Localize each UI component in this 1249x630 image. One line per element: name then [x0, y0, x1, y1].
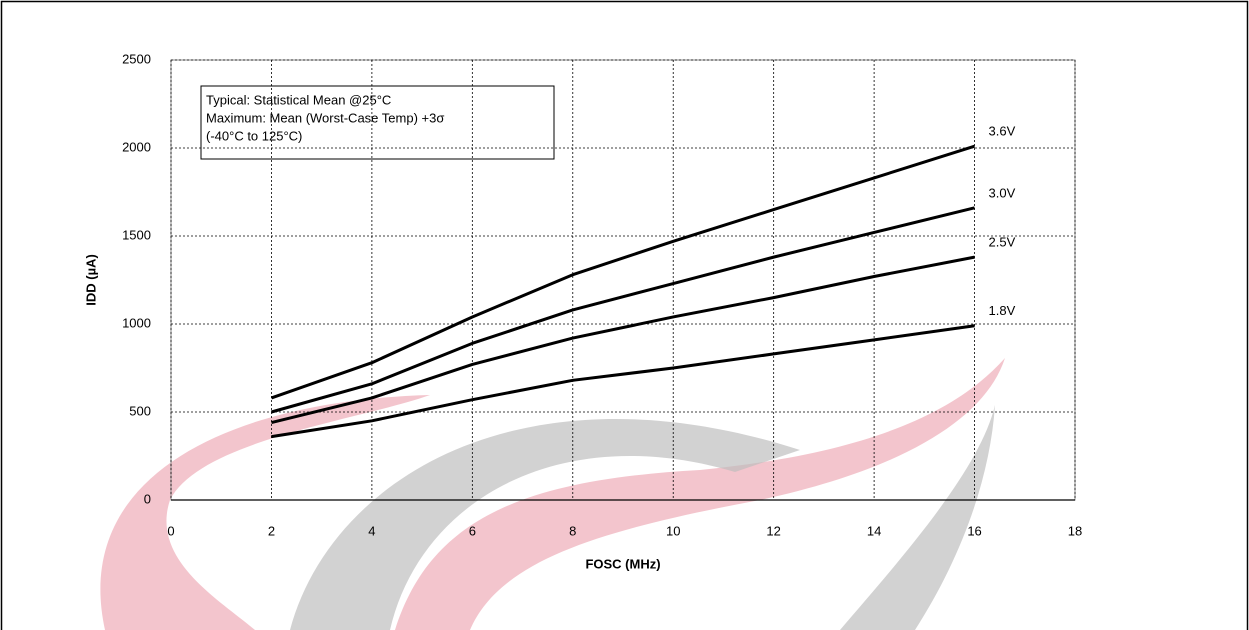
annotation-text: Typical: Statistical Mean @25°C [206, 92, 391, 107]
series-label: 3.0V [989, 185, 1016, 200]
x-tick-label: 2 [268, 523, 275, 538]
series-line [271, 255, 975, 425]
annotation-box [200, 85, 555, 160]
x-tick-label: 10 [666, 523, 680, 538]
series-label: 3.6V [989, 124, 1016, 139]
y-tick-label: 2500 [122, 51, 151, 66]
series-line [271, 206, 975, 414]
y-tick-label: 1500 [122, 227, 151, 242]
x-tick-label: 12 [766, 523, 780, 538]
watermark-shape [395, 358, 1005, 630]
x-tick-label: 14 [867, 523, 881, 538]
annotation-text: (-40°C to 125°C) [206, 128, 302, 143]
watermark [100, 358, 1005, 630]
x-tick-label: 8 [569, 523, 576, 538]
x-axis-title: FOSC (MHz) [585, 556, 660, 571]
watermark-shape [840, 405, 995, 630]
y-tick-label: 2000 [122, 139, 151, 154]
x-tick-label: 18 [1068, 523, 1082, 538]
x-tick-label: 16 [967, 523, 981, 538]
annotation-text: Maximum: Mean (Worst-Case Temp) +3σ [206, 110, 444, 125]
x-tick-label: 4 [368, 523, 375, 538]
y-tick-label: 0 [144, 491, 151, 506]
x-tick-label: 6 [469, 523, 476, 538]
series-label: 2.5V [989, 235, 1016, 250]
watermark-shape [290, 418, 800, 630]
series-line [270, 144, 976, 400]
y-tick-label: 1000 [122, 315, 151, 330]
series-line [271, 324, 975, 439]
x-tick-label: 0 [167, 523, 174, 538]
series-label: 1.8V [989, 303, 1016, 318]
y-axis-title: IDD (µA) [83, 254, 98, 306]
watermark-shape [100, 395, 430, 630]
y-tick-label: 500 [129, 403, 151, 418]
